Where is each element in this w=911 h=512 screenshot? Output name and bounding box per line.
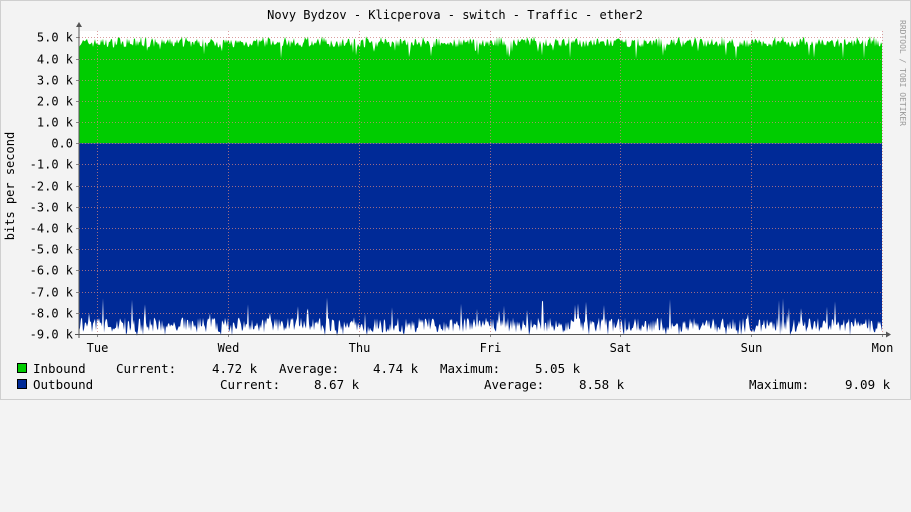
- y-tick-label: -7.0 k: [30, 286, 74, 300]
- y-axis-ticks: 5.0 k 4.0 k 3.0 k 2.0 k 1.0 k 0.0 -1.0 k -2.0 k…: [30, 31, 79, 342]
- outbound-series: [79, 143, 882, 336]
- y-axis-label: bits per second: [3, 132, 17, 240]
- axes: [75, 22, 891, 338]
- x-tick-label: Fri: [480, 341, 502, 355]
- outbound-swatch: [17, 379, 27, 389]
- y-tick-label: 1.0 k: [37, 116, 74, 130]
- y-tick-label: -1.0 k: [30, 158, 74, 172]
- inbound-average-label: Average:: [279, 361, 340, 376]
- x-tick-label: Wed: [218, 341, 240, 355]
- outbound-average-label: Average:: [484, 377, 545, 392]
- outbound-average-value: 8.58 k: [579, 377, 625, 392]
- inbound-current-label: Current:: [116, 361, 177, 376]
- x-axis-arrow: [886, 331, 891, 338]
- traffic-graph: Novy Bydzov - Klicperova - switch - Traf…: [0, 0, 911, 400]
- inbound-average-value: 4.74 k: [373, 361, 419, 376]
- outbound-area: [79, 143, 882, 336]
- rrdtool-credit: RRDTOOL / TOBI OETIKER: [898, 20, 907, 126]
- inbound-current-value: 4.72 k: [212, 361, 258, 376]
- outbound-current-label: Current:: [220, 377, 281, 392]
- x-axis-ticks: Tue Wed Thu Fri Sat Sun Mon: [87, 334, 894, 355]
- y-tick-label: 2.0 k: [37, 95, 74, 109]
- y-tick-label: -3.0 k: [30, 201, 74, 215]
- x-tick-label: Sat: [610, 341, 632, 355]
- inbound-label: Inbound: [33, 361, 86, 376]
- inbound-area: [79, 36, 882, 144]
- outbound-label: Outbound: [33, 377, 94, 392]
- grid: [79, 31, 883, 335]
- outbound-maximum-value: 9.09 k: [845, 377, 891, 392]
- outbound-maximum-label: Maximum:: [749, 377, 810, 392]
- y-tick-label: -8.0 k: [30, 307, 74, 321]
- x-tick-label: Sun: [741, 341, 763, 355]
- y-tick-label: -5.0 k: [30, 243, 74, 257]
- inbound-maximum-label: Maximum:: [440, 361, 501, 376]
- y-tick-label: 5.0 k: [37, 31, 74, 45]
- chart-title: Novy Bydzov - Klicperova - switch - Traf…: [267, 8, 643, 22]
- y-tick-label: 3.0 k: [37, 74, 74, 88]
- y-tick-label: 0.0: [51, 137, 73, 151]
- y-axis-arrow: [76, 22, 82, 27]
- y-tick-label: 4.0 k: [37, 53, 74, 67]
- inbound-swatch: [17, 363, 27, 373]
- x-tick-label: Tue: [87, 341, 109, 355]
- inbound-maximum-value: 5.05 k: [535, 361, 581, 376]
- inbound-series: [79, 36, 882, 144]
- y-tick-label: -6.0 k: [30, 264, 74, 278]
- x-tick-label: Mon: [872, 341, 894, 355]
- outbound-current-value: 8.67 k: [314, 377, 360, 392]
- y-tick-label: -2.0 k: [30, 180, 74, 194]
- y-tick-label: -4.0 k: [30, 222, 74, 236]
- legend-row-inbound: Inbound Current: 4.72 k Average: 4.74 k …: [0, 361, 911, 377]
- x-tick-label: Thu: [349, 341, 371, 355]
- y-tick-label: -9.0 k: [30, 328, 74, 342]
- legend-row-outbound: Outbound Current: 8.67 k Average: 8.58 k…: [0, 377, 911, 393]
